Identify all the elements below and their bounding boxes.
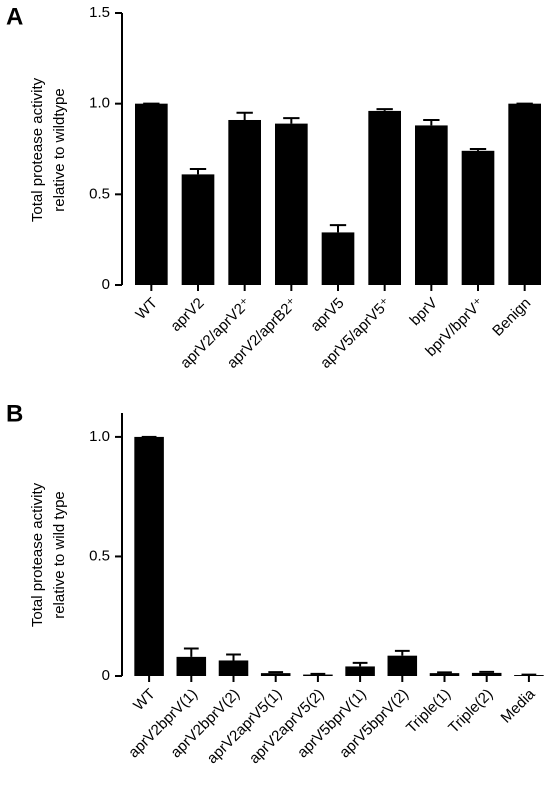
x-tick-label: WT [130,686,159,715]
x-tick-label: aprV2 [167,295,207,335]
error-bar [310,672,326,675]
bar [321,232,355,285]
bar [176,656,207,676]
error-bar [226,653,241,661]
bar [228,119,261,285]
bar [134,436,164,676]
panel-label: A [6,3,23,30]
bar [135,103,168,286]
bar [181,174,215,285]
y-tick-label: 0 [102,276,110,293]
panel-label: B [6,400,23,427]
bar [508,103,541,286]
x-tick-label: Triple(2) [445,686,496,737]
y-axis-label: relative to wild type [51,491,68,619]
x-tick-label: aprV5 [307,295,347,335]
bar [461,150,495,285]
y-tick-label: 0 [102,667,110,684]
error-bar [236,111,253,120]
bar [303,674,333,676]
x-tick-label: aprV2aprV5(1) [204,686,286,768]
error-bar [394,649,410,656]
error-bar [469,148,487,151]
bar [415,125,448,285]
bar [218,660,249,676]
error-bar [479,670,495,673]
y-tick-label: 1.5 [89,4,110,21]
x-tick-label: Triple(1) [403,686,454,737]
y-tick-label: 0.5 [89,185,110,202]
y-axis-label: Total protease activity [29,77,46,222]
bar [275,123,308,285]
x-tick-label: WT [132,295,161,324]
error-bar [183,647,199,657]
y-tick-label: 1.0 [89,428,110,445]
bar [260,673,291,676]
bar [429,673,460,676]
y-tick-label: 0.5 [89,547,110,564]
bar [345,666,375,676]
y-axis-label: relative to wildtype [51,88,68,211]
error-bar [352,661,368,667]
error-bar [283,117,300,124]
bar [471,672,502,676]
bar [387,655,418,676]
error-bar [329,224,347,233]
error-bar [376,108,393,111]
x-tick-label: aprV2aprV5(2) [246,686,328,768]
x-tick-label: Benign [489,295,534,340]
bar [368,110,401,285]
error-bar [423,118,440,126]
error-bar [437,671,452,674]
x-tick-label: bprV [407,295,441,329]
error-bar [268,671,284,674]
y-axis-label: Total protease activity [29,482,46,627]
error-bar [189,167,207,175]
y-tick-label: 1.0 [89,95,110,112]
x-tick-label: Media [498,685,539,726]
